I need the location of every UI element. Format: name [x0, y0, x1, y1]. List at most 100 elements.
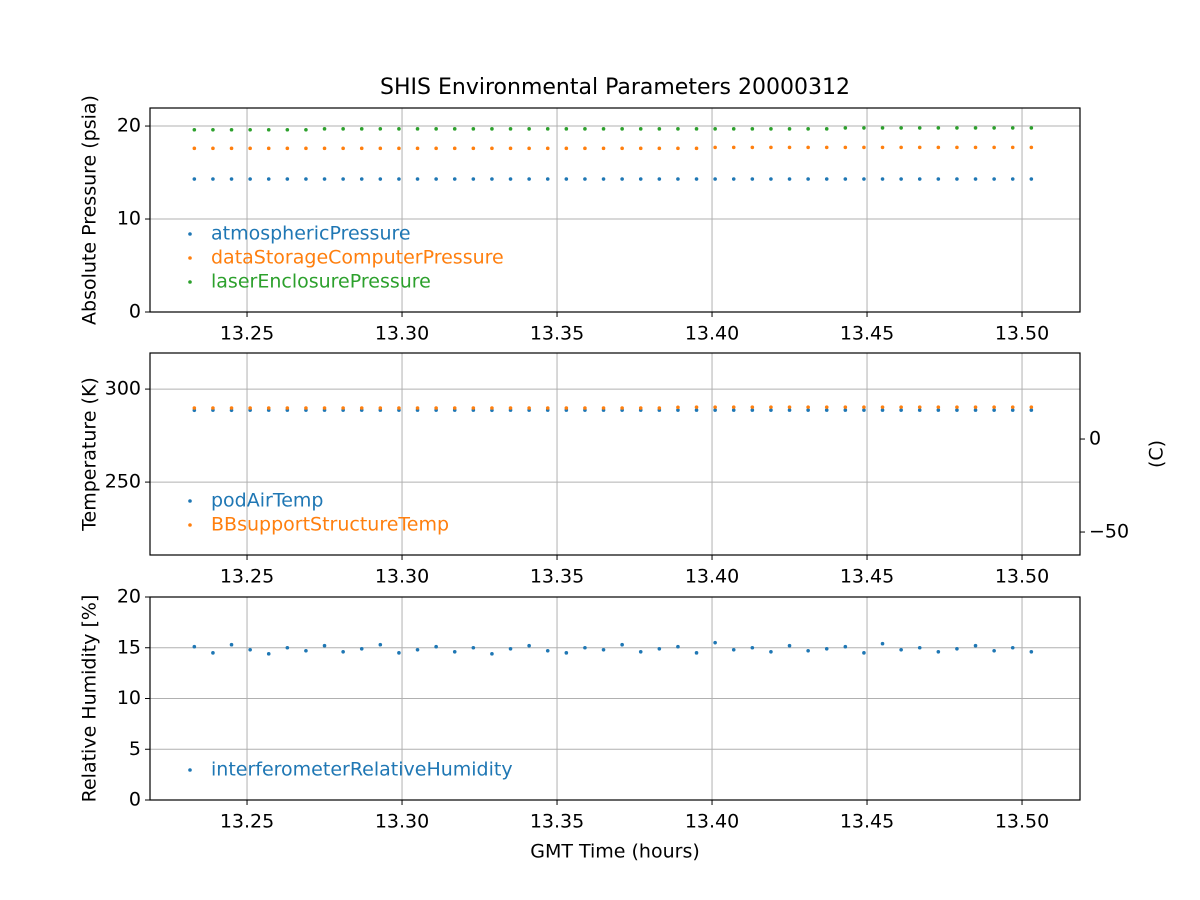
data-point	[583, 645, 587, 650]
data-point	[304, 127, 308, 132]
data-point	[973, 126, 978, 130]
data-point	[694, 127, 699, 131]
data-point	[806, 127, 810, 131]
data-point	[973, 643, 978, 648]
data-point	[545, 648, 550, 653]
data-point	[676, 177, 680, 181]
data-point	[713, 145, 717, 150]
data-point	[824, 145, 829, 150]
legend-marker	[188, 232, 192, 236]
data-point	[638, 650, 643, 654]
data-point	[583, 146, 587, 151]
data-point	[490, 652, 494, 656]
data-point	[397, 127, 401, 131]
data-point	[229, 642, 234, 647]
data-point	[694, 177, 699, 181]
data-point	[824, 127, 829, 131]
data-point	[359, 177, 364, 181]
data-point	[341, 650, 345, 654]
data-point	[434, 127, 438, 131]
data-point	[769, 177, 773, 181]
data-point	[917, 645, 922, 650]
data-point	[862, 651, 866, 655]
data-point	[992, 648, 996, 653]
data-point	[899, 647, 903, 652]
data-point	[285, 146, 290, 151]
data-point	[955, 405, 959, 409]
data-point	[936, 126, 941, 130]
x-tick-label: 13.35	[530, 323, 584, 345]
data-point	[973, 145, 978, 150]
data-point	[415, 647, 420, 652]
data-point	[750, 405, 755, 409]
data-point	[1029, 145, 1034, 150]
data-point	[880, 145, 885, 150]
legend-label: laserEnclosurePressure	[211, 271, 431, 293]
y-axis-label: Relative Humidity [%]	[79, 595, 101, 803]
plot-frame	[149, 352, 1081, 556]
legend-marker	[188, 499, 192, 503]
data-point	[806, 648, 810, 653]
data-point	[527, 177, 531, 181]
data-point	[917, 145, 922, 150]
data-point	[955, 408, 959, 412]
data-point	[657, 646, 662, 651]
x-tick-label: 13.45	[840, 566, 894, 588]
y-tick-label: 250	[105, 471, 141, 493]
data-point	[211, 651, 215, 655]
x-axis-label: GMT Time (hours)	[530, 841, 700, 863]
data-point	[620, 177, 624, 181]
data-point	[266, 406, 271, 410]
y-tick-label: 0	[129, 789, 141, 811]
data-point	[862, 405, 866, 409]
data-point	[322, 127, 327, 131]
data-point	[378, 177, 383, 181]
data-point	[862, 177, 866, 181]
data-point	[248, 406, 252, 410]
data-point	[787, 177, 792, 181]
data-point	[452, 406, 457, 410]
legend-marker	[188, 280, 192, 284]
data-point	[527, 127, 531, 131]
data-point	[564, 406, 569, 410]
data-point	[490, 146, 494, 151]
data-point	[471, 146, 476, 151]
data-point	[304, 648, 308, 653]
data-point	[638, 146, 643, 151]
data-point	[862, 145, 866, 150]
data-point	[899, 405, 903, 409]
data-point	[285, 127, 290, 132]
data-point	[545, 177, 550, 181]
data-point	[341, 177, 345, 181]
data-point	[1010, 145, 1015, 150]
x-tick-label: 13.25	[220, 566, 274, 588]
data-point	[601, 146, 606, 151]
data-point	[266, 177, 271, 181]
data-point	[936, 650, 941, 654]
chart-title: SHIS Environmental Parameters 20000312	[380, 75, 850, 100]
data-point	[192, 644, 197, 649]
data-point	[713, 127, 717, 131]
data-point	[917, 408, 922, 412]
data-point	[248, 647, 252, 652]
data-point	[713, 177, 717, 181]
data-point	[229, 127, 234, 132]
data-point	[843, 408, 848, 412]
legend-label: atmosphericPressure	[211, 223, 411, 245]
y-tick-label: 20	[117, 115, 141, 137]
y-axis-label: Absolute Pressure (psia)	[79, 95, 101, 325]
data-point	[397, 651, 401, 655]
x-tick-label: 13.45	[840, 811, 894, 833]
data-point	[434, 644, 438, 649]
x-tick-label: 13.45	[840, 323, 894, 345]
data-point	[843, 177, 848, 181]
data-point	[415, 127, 420, 131]
y-tick-label: 5	[129, 738, 141, 760]
data-point	[471, 177, 476, 181]
legend-label: podAirTemp	[211, 490, 323, 512]
data-point	[452, 146, 457, 151]
legend-label: interferometerRelativeHumidity	[211, 759, 513, 781]
data-point	[248, 127, 252, 132]
data-point	[229, 146, 234, 151]
data-point	[415, 146, 420, 151]
